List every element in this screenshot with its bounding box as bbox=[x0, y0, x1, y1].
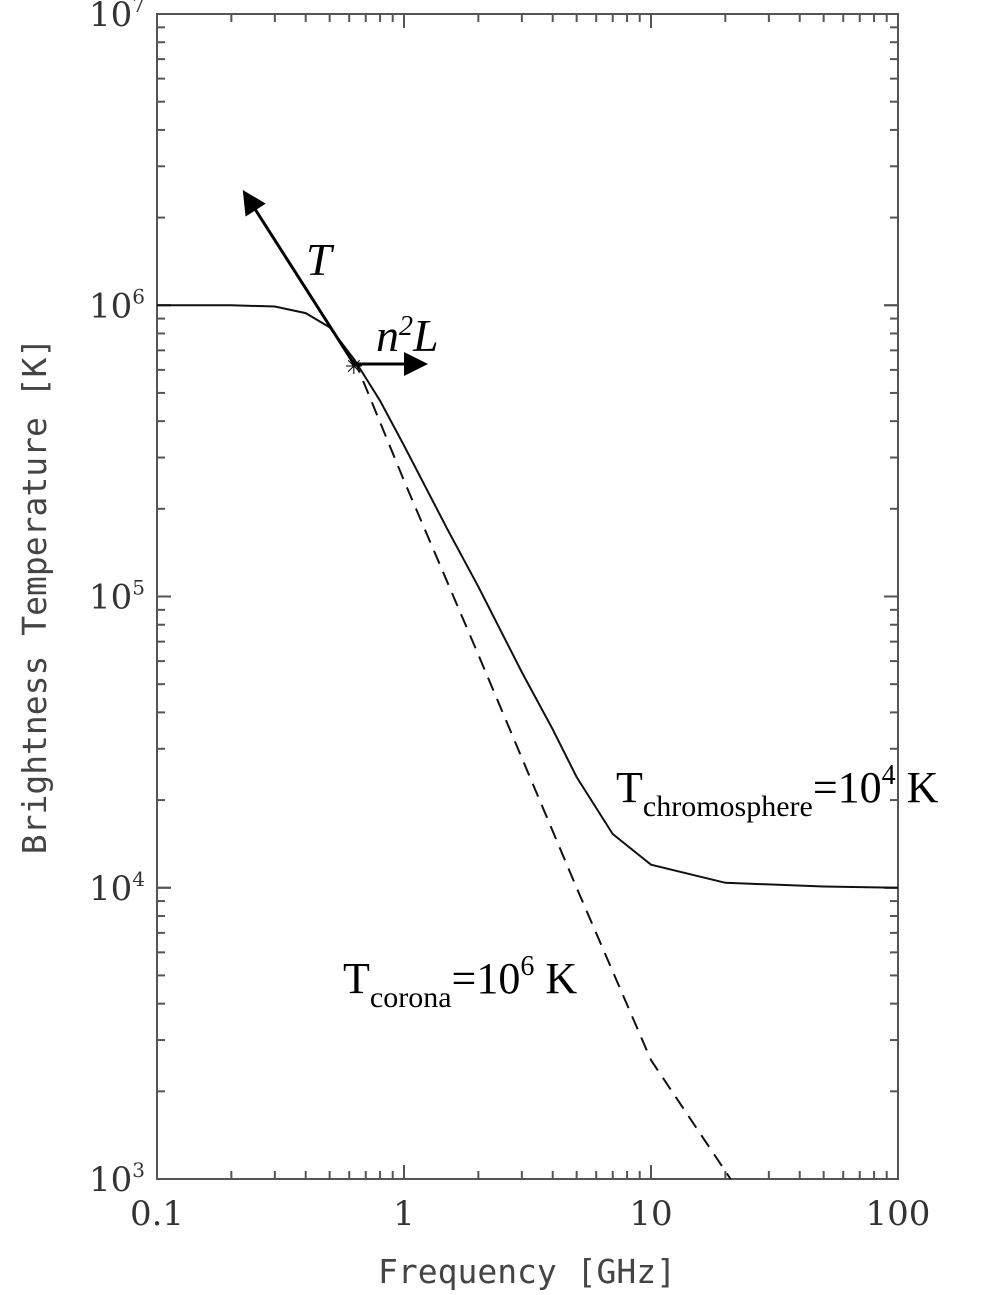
y-axis-label: Brightness Temperature [K] bbox=[15, 338, 54, 855]
y-tick-exponent: 5 bbox=[132, 576, 145, 600]
y-tick-base: 10 bbox=[89, 0, 132, 35]
chromo-exponent: 4 bbox=[882, 760, 896, 791]
corona-T: T bbox=[343, 954, 370, 1003]
minor-ticks bbox=[156, 13, 899, 1180]
y-tick-label: 106 bbox=[89, 284, 145, 326]
chromo-unit: K bbox=[896, 763, 939, 812]
plot-frame bbox=[156, 13, 899, 1180]
y-tick-exponent: 6 bbox=[132, 284, 145, 308]
y-tick-label: 104 bbox=[89, 867, 145, 909]
n2L-arrow-label: n2L bbox=[376, 310, 439, 361]
x-tick-label: 0.1 bbox=[130, 1194, 184, 1234]
chromosphere-label: Tchromosphere=104 K bbox=[616, 760, 939, 823]
corona-unit: K bbox=[534, 954, 577, 1003]
T-arrow bbox=[242, 189, 356, 365]
y-tick-base: 10 bbox=[89, 286, 132, 326]
chromo-subscript: chromosphere bbox=[643, 790, 813, 823]
y-tick-label: 103 bbox=[89, 1158, 145, 1200]
chromo-T: T bbox=[616, 763, 643, 812]
corona-subscript: corona bbox=[370, 981, 452, 1014]
n2L-L: L bbox=[412, 310, 439, 361]
x-tick-label: 1 bbox=[393, 1194, 415, 1234]
y-tick-exponent: 3 bbox=[132, 1158, 145, 1182]
y-tick-base: 10 bbox=[89, 1160, 132, 1200]
T-arrow-label: T bbox=[306, 234, 335, 285]
corona-label: Tcorona=106 K bbox=[343, 951, 577, 1014]
corona-exponent: 6 bbox=[520, 951, 534, 982]
series-solid-line bbox=[157, 304, 899, 889]
y-tick-label: 105 bbox=[89, 576, 145, 618]
n2L-n: n bbox=[376, 310, 399, 361]
y-tick-base: 10 bbox=[89, 869, 132, 909]
y-tick-base: 10 bbox=[89, 578, 132, 618]
series-dashed-line bbox=[353, 359, 732, 1180]
corona-equals: =10 bbox=[452, 954, 521, 1003]
x-tick-label: 10 bbox=[629, 1194, 672, 1234]
chromo-equals: =10 bbox=[813, 763, 882, 812]
y-tick-exponent: 7 bbox=[132, 0, 145, 17]
x-axis-label: Frequency [GHz] bbox=[378, 1252, 676, 1291]
y-tick-exponent: 4 bbox=[132, 867, 145, 891]
tangent-point-marker: ✳ bbox=[345, 355, 363, 380]
x-tick-labels: 0.1 1 10 100 bbox=[130, 1194, 930, 1234]
n2L-superscript: 2 bbox=[399, 311, 413, 342]
x-tick-label: 100 bbox=[866, 1194, 931, 1234]
y-tick-label: 107 bbox=[89, 0, 145, 35]
